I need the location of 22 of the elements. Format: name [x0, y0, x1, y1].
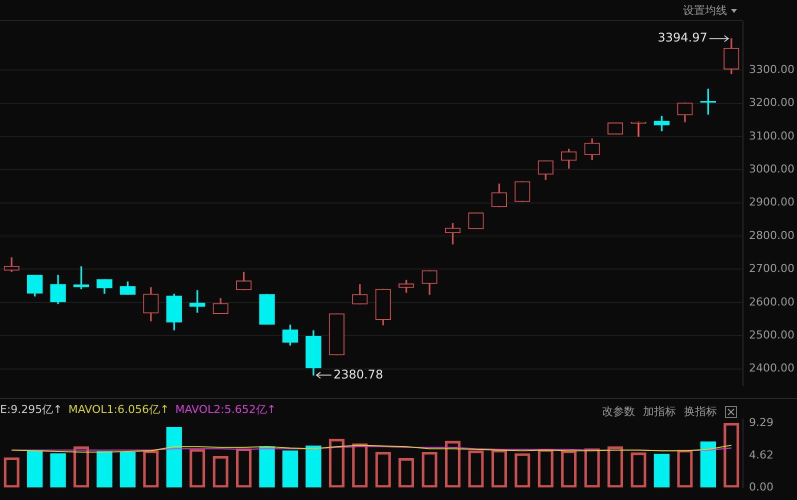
text: E:9.295亿↑ [0, 402, 62, 417]
text: 改参数 [602, 404, 635, 419]
text: 加指标 [643, 404, 676, 419]
text: MAVOL1:6.056亿↑ [68, 402, 170, 417]
text: 设置均线 [683, 3, 727, 18]
annotation: 2380.78 [333, 367, 384, 382]
text: MAVOL2:5.652亿↑ [175, 402, 276, 417]
y-tick-label: 2500.00 [749, 328, 794, 342]
y-tick-label: 2400.00 [749, 362, 794, 375]
y-tick-label: 3200.00 [749, 96, 794, 110]
y-tick-label: 3000.00 [749, 162, 794, 176]
y-tick-label: 3100.00 [749, 129, 794, 142]
y-tick-label: 2900.00 [749, 196, 794, 209]
y-tick-label: 2700.00 [749, 262, 794, 276]
y-tick-label: 2800.00 [749, 228, 794, 242]
y-tick-label: 9.29 [749, 416, 774, 430]
text: 换指标 [684, 404, 717, 419]
y-tick-label: 3300.00 [749, 62, 794, 76]
annotation: 3394.97 [658, 30, 708, 45]
y-tick-label: 4.62 [749, 448, 774, 462]
y-tick-label: 0.00 [749, 480, 774, 494]
y-tick-label: 2600.00 [749, 295, 794, 308]
